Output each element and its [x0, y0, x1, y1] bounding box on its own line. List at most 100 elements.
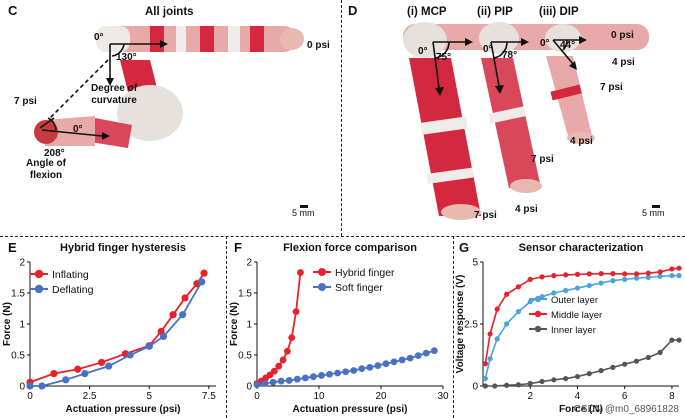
joint-dip-label: (iii) DIP [539, 6, 579, 18]
data-point [574, 271, 581, 277]
data-point [179, 311, 187, 319]
legend-label: Middle layer [551, 310, 602, 321]
data-point [622, 276, 628, 282]
d-label-0deg-pip: 0° [483, 44, 493, 55]
c-label-0deg-top: 0° [94, 32, 104, 43]
legend-label: Inflating [52, 269, 89, 281]
x-tick-label: 7.5 [202, 391, 216, 402]
chart-g-sensor: Sensor characterization 2 4 6 8 0 2.5 5 Force (N… [455, 242, 682, 415]
x-axis-label: Force (N) [559, 404, 603, 415]
joint-mcp-label: (i) MCP [407, 6, 447, 18]
data-point [563, 287, 569, 294]
legend-swatch-marker [534, 310, 542, 318]
data-point [105, 362, 113, 370]
c-label-flexion: Angle of flexion [26, 158, 66, 181]
chart-title: Hybrid finger hysteresis [60, 242, 186, 254]
divider-vertical-left [226, 236, 227, 418]
c-label-7psi: 7 psi [14, 96, 37, 107]
data-point [574, 285, 581, 291]
data-point [494, 336, 500, 342]
straight-finger [96, 26, 304, 52]
y-tick-label: 1 [19, 320, 25, 331]
c-scale-bar [300, 205, 308, 208]
data-point [398, 356, 406, 364]
data-point [551, 290, 557, 296]
y-tick-label: 5 [472, 258, 478, 269]
data-point [269, 378, 277, 386]
c-label-0psi: 0 psi [307, 40, 330, 51]
chart-e-hysteresis: Hybrid finger hysteresis 0 2.5 5 7.5 0 0.5 1 1.5… [2, 242, 216, 415]
divider-horizontal [0, 236, 685, 237]
data-point [279, 356, 287, 364]
data-point [200, 269, 208, 277]
data-point [253, 381, 261, 389]
y-tick-label: 1.5 [238, 289, 252, 300]
data-point [374, 362, 382, 369]
data-point [515, 382, 522, 388]
data-point [586, 371, 592, 377]
c-label-130deg: 130° [116, 52, 137, 63]
d-label-0psi: 0 psi [611, 30, 634, 41]
data-point [159, 332, 168, 340]
y-tick-label: 0.5 [238, 351, 252, 362]
y-tick-label: 2.5 [464, 320, 478, 331]
x-tick-label: 10 [313, 391, 325, 402]
chart-title: Flexion force comparison [283, 242, 417, 254]
d-label-75deg: 75° [436, 52, 452, 63]
x-tick-label: 0 [27, 391, 33, 402]
data-point [430, 347, 438, 355]
data-point [633, 358, 640, 364]
data-point [310, 373, 317, 381]
panel-g-letter: G [459, 240, 470, 255]
data-point [539, 274, 545, 280]
d-label-44deg: 44° [560, 40, 576, 51]
data-point [622, 271, 628, 277]
data-point [669, 266, 675, 272]
data-point [487, 331, 493, 337]
data-point [297, 269, 304, 276]
data-point [527, 276, 533, 282]
d-scale-bar [652, 205, 660, 208]
d-label-7psi-pip: 7 psi [531, 154, 554, 165]
data-point [283, 347, 291, 355]
data-point [482, 375, 488, 382]
x-tick-label: 2.5 [83, 391, 97, 402]
data-point [586, 271, 592, 277]
data-point [551, 377, 557, 383]
data-point [50, 370, 58, 378]
data-point [145, 342, 153, 350]
data-point [414, 352, 422, 360]
data-point [598, 271, 604, 277]
arrowheads-d [435, 36, 587, 96]
data-point [633, 271, 640, 277]
d-scale-label: 5 mm [642, 208, 665, 218]
data-point [657, 349, 663, 356]
x-tick-label: 4 [575, 391, 581, 402]
data-point [275, 362, 283, 370]
data-point [334, 369, 341, 377]
data-point [657, 269, 663, 275]
x-tick-label: 20 [375, 391, 387, 402]
data-point [504, 321, 510, 327]
series-line-inner-layer [485, 339, 679, 387]
data-point [527, 299, 533, 305]
data-point [657, 273, 663, 279]
data-point [563, 375, 569, 382]
series-line-deflating [30, 281, 203, 387]
d-label-4psi-pip: 4 psi [570, 136, 593, 147]
y-tick-label: 1 [246, 320, 252, 331]
legend-label: Inner layer [551, 325, 596, 336]
x-tick-label: 6 [622, 391, 628, 402]
data-point [492, 383, 498, 389]
d-label-78deg: 78° [502, 50, 518, 61]
x-tick-label: 2 [527, 391, 533, 402]
data-point [270, 367, 278, 375]
c-label-0deg-bottom: 0° [73, 124, 83, 135]
data-point [318, 372, 325, 379]
data-point [539, 378, 545, 385]
data-point [598, 280, 604, 286]
data-point [574, 373, 581, 380]
data-point [633, 275, 640, 281]
data-point [598, 368, 604, 374]
y-axis-label: Force (N) [2, 302, 13, 346]
